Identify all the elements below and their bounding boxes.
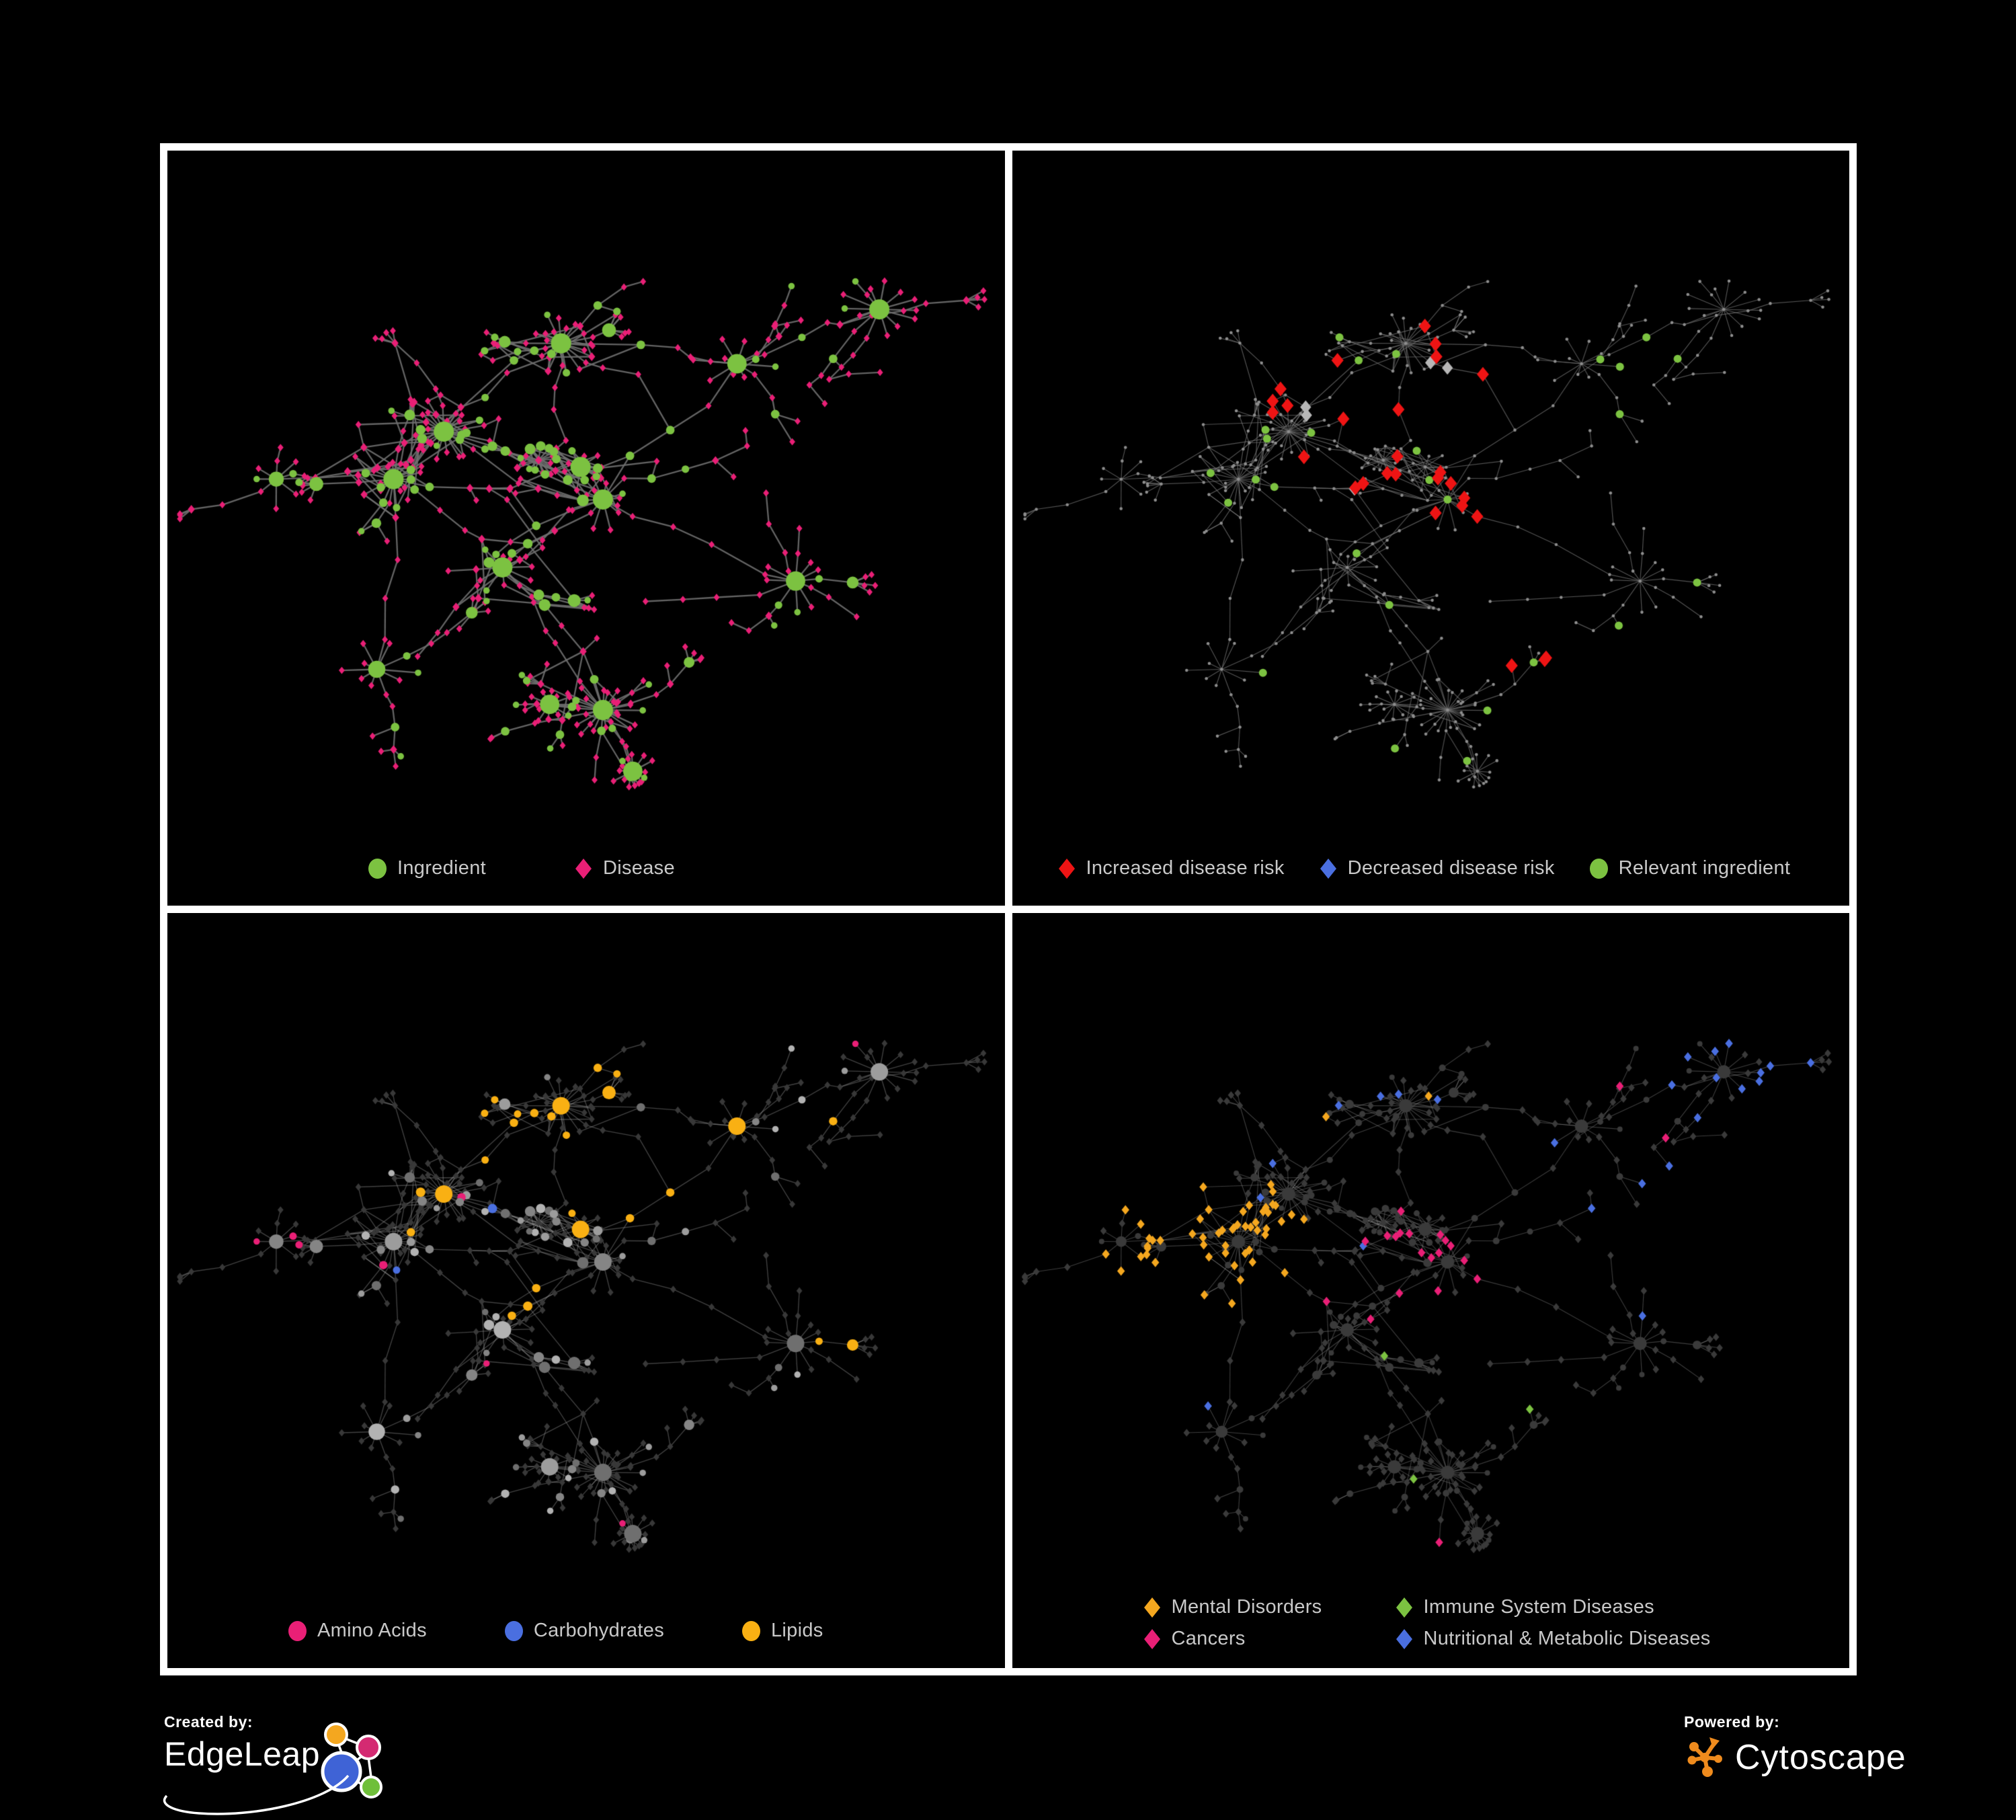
legend-marker-diamond-icon	[575, 858, 592, 879]
legend-marker-circle-icon	[288, 1620, 307, 1641]
legend-disease-risk: Increased disease risk Decreased disease …	[1058, 857, 1791, 879]
legend-item-label: Disease	[603, 857, 675, 879]
powered-by-label: Powered by:	[1684, 1713, 1780, 1731]
network-canvas-disease-classes	[1012, 913, 1849, 1668]
legend-item-label: Immune System Diseases	[1423, 1596, 1654, 1618]
legend-marker-diamond-icon	[1320, 858, 1336, 879]
edgeleap-branding: Created by: EdgeLeap	[163, 1713, 382, 1815]
legend-marker-diamond-icon	[1396, 1628, 1412, 1649]
legend-item: Nutritional & Metabolic Diseases	[1396, 1628, 1711, 1650]
legend-marker-diamond-icon	[1143, 1597, 1160, 1618]
created-by-label: Created by:	[164, 1713, 253, 1731]
legend-item-label: Carbohydrates	[533, 1620, 664, 1641]
legend-item-label: Decreased disease risk	[1347, 857, 1555, 879]
legend-item: Decreased disease risk	[1320, 857, 1555, 879]
legend-item: Mental Disorders	[1143, 1596, 1396, 1618]
legend-item-label: Increased disease risk	[1086, 857, 1285, 879]
legend-item-label: Lipids	[771, 1620, 823, 1641]
legend-item: Disease	[575, 857, 675, 879]
edgeleap-wordmark: EdgeLeap	[164, 1735, 321, 1773]
legend-item: Cancers	[1143, 1628, 1396, 1650]
legend-item: Relevant ingredient	[1589, 857, 1791, 879]
legend-marker-circle-icon	[742, 1620, 760, 1641]
legend-item: Increased disease risk	[1058, 857, 1285, 879]
legend-marker-circle-icon	[504, 1620, 523, 1641]
legend-nutrient-classes: Amino Acids Carbohydrates Lipids	[288, 1620, 823, 1642]
legend-item: Amino Acids	[288, 1620, 427, 1642]
legend-marker-diamond-icon	[1058, 858, 1075, 879]
legend-marker-circle-icon	[1589, 858, 1608, 879]
network-canvas-disease-risk	[1012, 151, 1849, 906]
legend-item-label: Mental Disorders	[1171, 1596, 1322, 1618]
network-canvas-nutrient-classes	[167, 913, 1005, 1668]
panel-disease-classes: Mental Disorders Immune System Diseases Ca…	[1012, 913, 1849, 1668]
edgeleap-swoosh	[163, 1774, 350, 1815]
panel-disease-risk: Increased disease risk Decreased disease …	[1012, 151, 1849, 906]
legend-ingredient-disease: Ingredient Disease	[368, 857, 675, 879]
figure-grid: Ingredient Disease Increased disease risk…	[160, 143, 1857, 1675]
legend-item-label: Amino Acids	[317, 1620, 427, 1641]
legend-item: Ingredient	[368, 857, 486, 879]
panel-nutrient-classes: Amino Acids Carbohydrates Lipids	[167, 913, 1005, 1668]
legend-item-label: Ingredient	[397, 857, 486, 879]
network-canvas-ingredient-disease	[167, 151, 1005, 906]
legend-marker-diamond-icon	[1143, 1628, 1160, 1649]
cytoscape-branding: Powered by: Cytoscape	[1684, 1713, 1953, 1780]
edgeleap-logo-icon	[321, 1723, 382, 1798]
legend-disease-classes: Mental Disorders Immune System Diseases Ca…	[1143, 1596, 1711, 1650]
legend-item: Immune System Diseases	[1396, 1596, 1711, 1618]
legend-item-label: Relevant ingredient	[1618, 857, 1791, 879]
legend-item: Lipids	[742, 1620, 823, 1642]
legend-marker-circle-icon	[368, 858, 387, 879]
panel-ingredient-disease: Ingredient Disease	[167, 151, 1005, 906]
cytoscape-logo-icon	[1687, 1737, 1722, 1777]
legend-item-label: Nutritional & Metabolic Diseases	[1423, 1628, 1711, 1649]
legend-marker-diamond-icon	[1396, 1597, 1412, 1618]
legend-item-label: Cancers	[1171, 1628, 1246, 1649]
legend-item: Carbohydrates	[504, 1620, 664, 1642]
cytoscape-wordmark: Cytoscape	[1735, 1738, 1906, 1777]
